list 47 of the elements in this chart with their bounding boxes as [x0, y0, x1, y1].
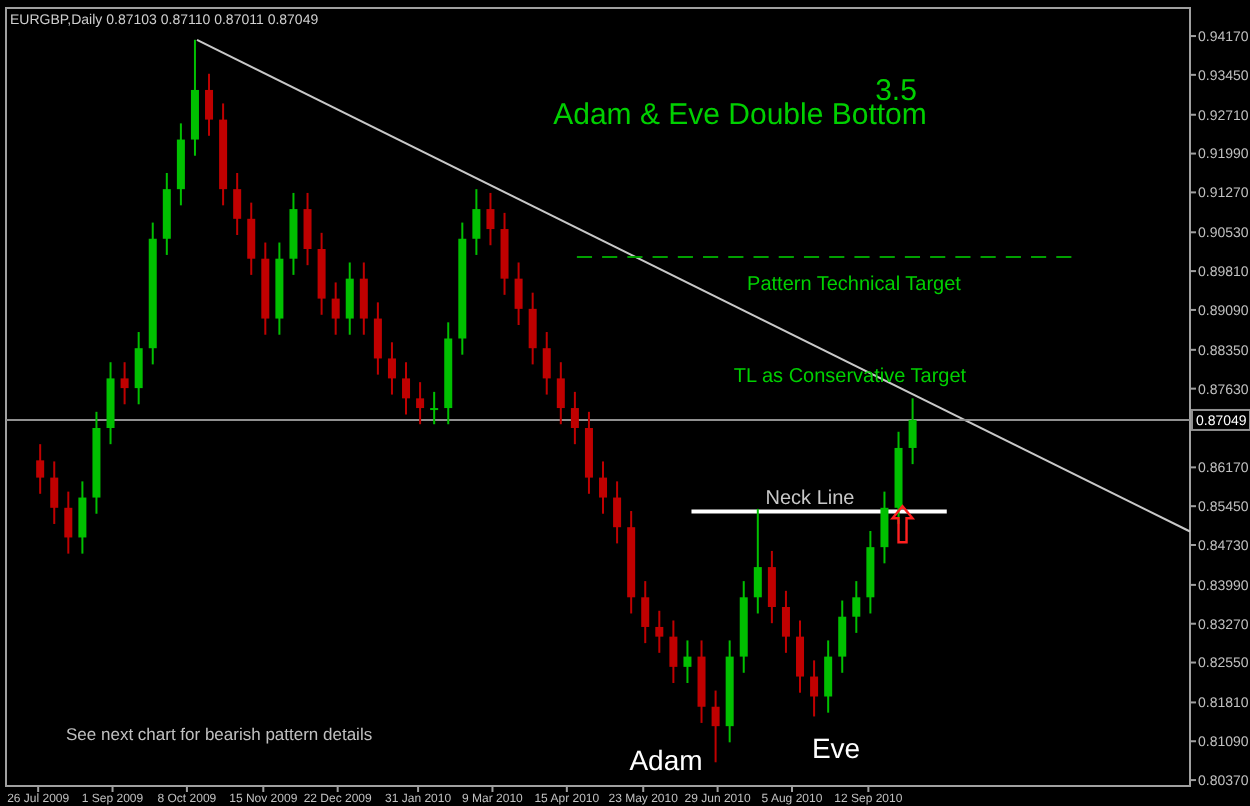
candlestick — [908, 397, 917, 466]
candlestick — [50, 460, 59, 525]
annotation: See next chart for bearish pattern details — [66, 724, 373, 744]
candlestick — [852, 580, 861, 634]
candlestick — [528, 291, 537, 366]
candlestick — [613, 480, 622, 545]
candlestick — [205, 72, 214, 137]
candlestick — [669, 619, 678, 685]
candlestick — [570, 390, 579, 446]
candlestick — [542, 331, 551, 396]
candlestick — [753, 507, 762, 615]
candlestick — [345, 261, 354, 336]
candlestick — [331, 281, 340, 336]
candlestick — [781, 589, 790, 654]
candlestick — [824, 639, 833, 714]
annotation: Adam — [629, 744, 703, 776]
annotation: Pattern Technical Target — [747, 274, 962, 296]
candlestick — [556, 361, 565, 426]
candlestick — [303, 191, 312, 267]
annotation: Eve — [811, 732, 861, 764]
candlestick — [387, 341, 396, 396]
candlestick — [486, 191, 495, 247]
candlestick — [78, 480, 87, 555]
candlestick — [247, 201, 256, 276]
candlestick — [402, 361, 411, 416]
candlestick — [767, 549, 776, 625]
candlestick — [810, 659, 819, 718]
candlestick — [683, 639, 692, 685]
candlestick — [880, 490, 889, 565]
candlestick — [514, 261, 523, 327]
annotation: Neck Line — [765, 488, 856, 510]
candlestick — [64, 490, 73, 555]
candlestick — [796, 619, 805, 694]
candlestick — [711, 689, 720, 764]
candlestick — [359, 261, 368, 336]
candlestick — [120, 361, 129, 406]
candlestick — [430, 390, 439, 426]
candlestick — [416, 381, 425, 426]
candlestick — [655, 609, 664, 654]
candlestick — [641, 580, 650, 645]
candlestick — [373, 301, 382, 376]
candlestick — [472, 188, 481, 256]
candlestick — [838, 599, 847, 674]
candlestick — [134, 331, 143, 406]
candlestick — [36, 443, 45, 495]
candlestick — [233, 171, 242, 236]
candlestick — [599, 460, 608, 515]
